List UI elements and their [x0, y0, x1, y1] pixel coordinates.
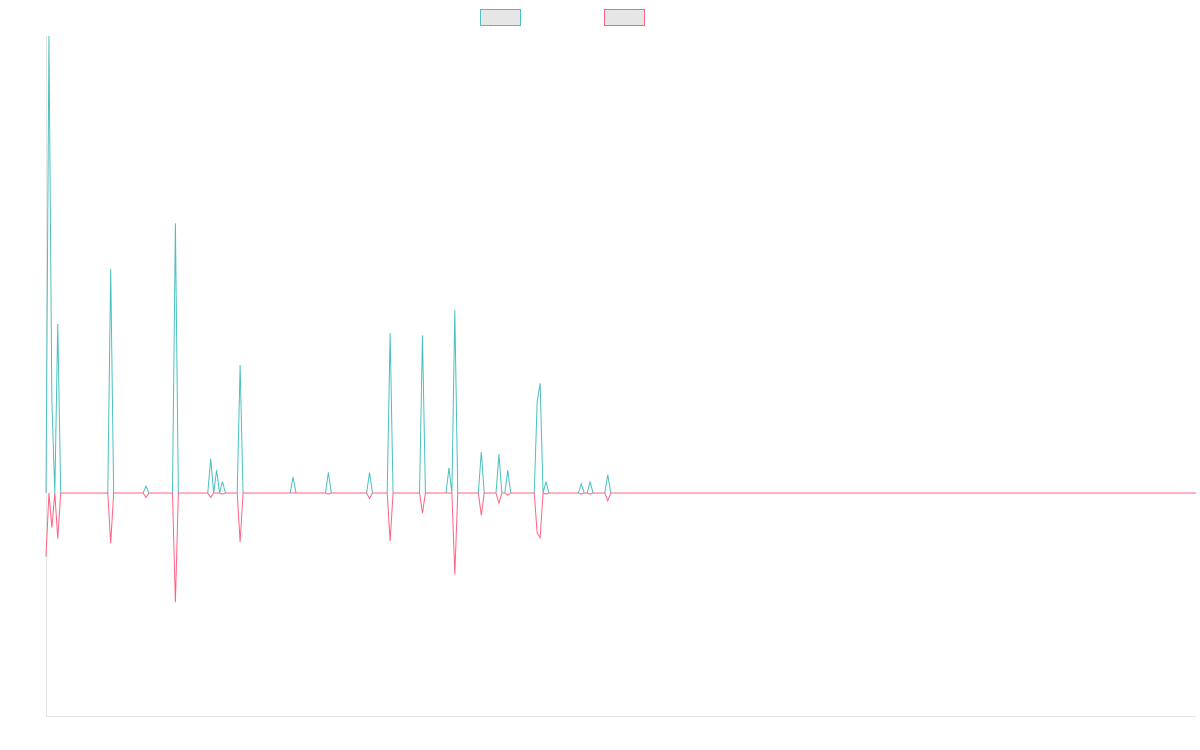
legend — [480, 9, 645, 26]
series-layer — [45, 35, 1196, 603]
legend-swatch-series-2[interactable] — [604, 9, 645, 26]
series-line-1 — [45, 35, 1196, 494]
series-line-2 — [45, 492, 1196, 603]
legend-swatch-series-1[interactable] — [480, 9, 521, 26]
